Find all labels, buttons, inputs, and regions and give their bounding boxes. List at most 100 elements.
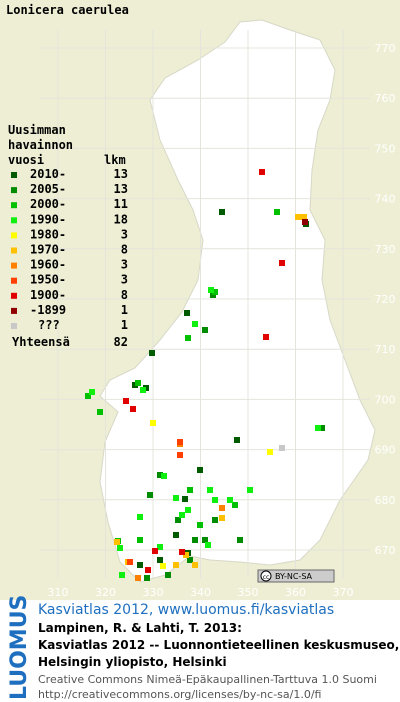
y-label: 750 <box>375 142 396 155</box>
record-dot <box>157 557 163 563</box>
record-dot <box>212 517 218 523</box>
y-label: 740 <box>375 193 396 206</box>
record-dot <box>185 507 191 513</box>
credit-link[interactable]: Kasviatlas 2012, www.luomus.fi/kasviatla… <box>38 602 334 618</box>
legend-label: 1900- <box>30 288 66 302</box>
legend: Uusimman havainnon vuosi lkm 2010- 132005… <box>8 123 128 349</box>
record-dot <box>207 487 213 493</box>
map-title: Lonicera caerulea <box>6 3 129 17</box>
record-dot <box>140 387 146 393</box>
total-label: Yhteensä <box>12 335 70 349</box>
legend-label: 2010- <box>30 167 66 181</box>
legend-label: 1960- <box>30 258 66 272</box>
legend-label: 1990- <box>30 212 66 226</box>
record-dot <box>135 380 141 386</box>
badge-box <box>257 569 335 583</box>
legend-count: 8 <box>121 243 128 257</box>
record-dot <box>144 575 150 581</box>
record-dot <box>130 406 136 412</box>
record-dot <box>135 575 141 581</box>
y-label: 770 <box>375 42 396 55</box>
legend-label: 1980- <box>30 227 66 241</box>
record-dot <box>179 512 185 518</box>
record-dot <box>165 572 171 578</box>
record-dot <box>205 542 211 548</box>
citation: Lampinen, R. & Lahti, T. 2013: <box>38 621 242 635</box>
record-dot <box>152 548 158 554</box>
legend-count: 11 <box>114 197 128 211</box>
legend-label: 1970- <box>30 243 66 257</box>
legend-swatch <box>11 232 17 239</box>
record-dot <box>259 169 265 175</box>
record-dot <box>119 572 125 578</box>
record-dot <box>192 537 198 543</box>
legend-label: 2005- <box>30 182 66 196</box>
record-dot <box>97 409 103 415</box>
y-label: 700 <box>375 393 396 406</box>
record-dot <box>149 350 155 356</box>
record-dot <box>237 537 243 543</box>
x-label: 370 <box>333 586 354 599</box>
legend-swatch <box>11 187 17 194</box>
records <box>85 169 325 581</box>
badge-icon <box>260 570 272 582</box>
legend-header: havainnon <box>8 138 73 152</box>
record-dot <box>117 545 123 551</box>
x-label: 340 <box>190 586 211 599</box>
record-dot <box>137 514 143 520</box>
record-dot <box>179 549 185 555</box>
record-dot <box>137 562 143 568</box>
legend-swatch <box>11 307 17 314</box>
record-dot <box>177 439 183 445</box>
license-url[interactable]: http://creativecommons.org/licenses/by-n… <box>38 688 321 701</box>
y-label: 760 <box>375 92 396 105</box>
y-label: 670 <box>375 544 396 557</box>
license-badge: cc BY-NC-SA <box>257 569 335 583</box>
record-dot <box>234 437 240 443</box>
y-label: 730 <box>375 243 396 256</box>
record-dot <box>192 321 198 327</box>
record-dot <box>227 497 233 503</box>
record-dot <box>247 487 253 493</box>
legend-swatch <box>11 217 17 224</box>
legend-header: Uusimman <box>8 123 66 137</box>
legend-swatch <box>11 323 17 329</box>
legend-count: 1 <box>121 303 128 317</box>
record-dot <box>85 393 91 399</box>
record-dot <box>157 472 163 478</box>
record-dot <box>173 562 179 568</box>
legend-label: 1950- <box>30 273 66 287</box>
record-dot <box>219 515 225 521</box>
record-dot <box>219 505 225 511</box>
legend-count: 3 <box>121 258 128 272</box>
record-dot <box>127 559 133 565</box>
record-dot <box>192 562 198 568</box>
citation: Helsingin yliopisto, Helsinki <box>38 655 227 669</box>
record-dot <box>184 310 190 316</box>
legend-count: 13 <box>114 182 128 196</box>
badge-cc: cc <box>263 574 270 581</box>
record-dot <box>295 214 301 220</box>
record-dot <box>263 334 269 340</box>
record-dot <box>160 563 166 569</box>
y-label: 710 <box>375 343 396 356</box>
legend-label: ??? <box>38 318 60 332</box>
record-dot <box>183 552 189 558</box>
record-dot <box>212 289 218 295</box>
total-count: 82 <box>114 335 128 349</box>
record-dot <box>145 567 151 573</box>
y-label: 690 <box>375 444 396 457</box>
legend-count: 3 <box>121 227 128 241</box>
record-dot <box>150 420 156 426</box>
record-dot <box>114 539 120 545</box>
legend-header: vuosi <box>8 153 44 167</box>
legend-header: lkm <box>104 153 126 167</box>
record-dot <box>301 214 307 220</box>
record-dot <box>302 219 308 225</box>
record-dot <box>89 389 95 395</box>
record-dot <box>279 445 285 451</box>
record-dot <box>202 327 208 333</box>
legend-swatch <box>11 202 17 209</box>
record-dot <box>232 502 238 508</box>
record-dot <box>182 496 188 502</box>
